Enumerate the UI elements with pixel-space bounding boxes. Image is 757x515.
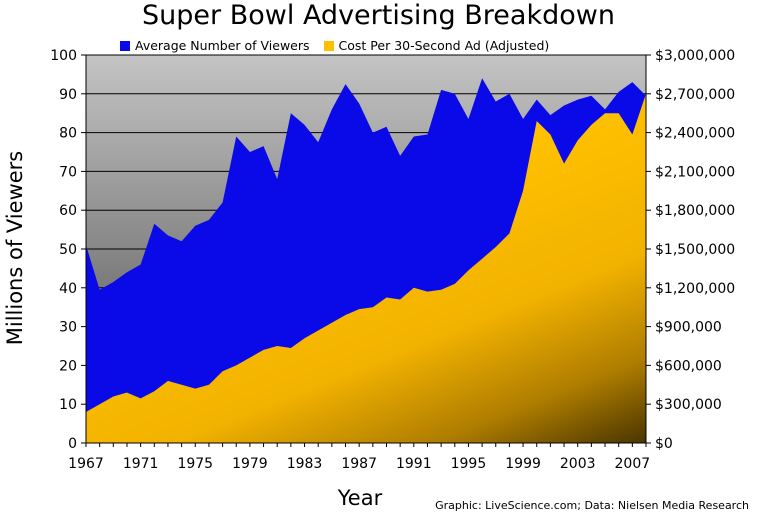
left-tick-label: 0	[68, 436, 77, 452]
right-tick-label: $3,000,000	[655, 48, 735, 64]
left-tick-label: 90	[59, 87, 77, 103]
x-tick-label: 1999	[505, 456, 541, 472]
y-axis-title: Millions of Viewers	[3, 150, 27, 346]
right-tick-label: $2,100,000	[655, 164, 735, 180]
x-tick-label: 1987	[341, 456, 377, 472]
x-tick-label: 1991	[396, 456, 432, 472]
right-tick-label: $1,500,000	[655, 242, 735, 258]
left-tick-label: 100	[50, 48, 77, 64]
x-tick-label: 1971	[123, 456, 159, 472]
left-tick-label: 60	[59, 203, 77, 219]
legend-item-cost: Cost Per 30-Second Ad (Adjusted)	[323, 38, 550, 53]
left-tick-label: 70	[59, 164, 77, 180]
right-tick-label: $900,000	[655, 320, 722, 336]
left-tick-label: 20	[59, 358, 77, 374]
x-tick-label: 1967	[68, 456, 104, 472]
legend-swatch-cost	[323, 40, 334, 51]
left-tick-label: 50	[59, 242, 77, 258]
right-axis-ticks: $0 $300,000 $600,000 $900,000 $1,200,000 $1,5…	[646, 48, 735, 452]
source-credit: Graphic: LiveScience.com; Data: Nielsen …	[435, 499, 749, 512]
y-axis-title-wrap: Millions of Viewers	[0, 0, 30, 515]
right-tick-label: $300,000	[655, 397, 722, 413]
left-axis-ticks: 0 10 20 30 40 50 60 70 80 90 100	[50, 48, 86, 452]
legend-label-viewers: Average Number of Viewers	[135, 38, 310, 53]
legend: Average Number of Viewers Cost Per 30-Se…	[120, 38, 640, 53]
x-axis-title: Year	[337, 486, 383, 510]
x-tick-label: 2007	[615, 456, 651, 472]
x-axis-ticks: 1967 1971 1975 1979 1983 1987 1991 1995 1999 2003…	[68, 443, 650, 472]
right-tick-label: $1,200,000	[655, 281, 735, 297]
x-tick-label: 1979	[232, 456, 268, 472]
x-tick-label: 2003	[560, 456, 596, 472]
left-tick-label: 10	[59, 397, 77, 413]
right-tick-label: $0	[655, 436, 673, 452]
legend-label-cost: Cost Per 30-Second Ad (Adjusted)	[338, 38, 550, 53]
left-tick-label: 80	[59, 126, 77, 142]
x-tick-label: 1975	[177, 456, 213, 472]
right-tick-label: $2,400,000	[655, 126, 735, 142]
right-tick-label: $1,800,000	[655, 203, 735, 219]
chart-title: Super Bowl Advertising Breakdown	[142, 0, 615, 31]
x-tick-label: 1995	[451, 456, 487, 472]
legend-swatch-viewers	[120, 40, 130, 51]
left-tick-label: 40	[59, 281, 77, 297]
right-tick-label: $2,700,000	[655, 87, 735, 103]
cost-area	[86, 93, 646, 444]
left-tick-label: 30	[59, 320, 77, 336]
legend-item-viewers: Average Number of Viewers	[120, 38, 310, 53]
x-tick-label: 1983	[287, 456, 323, 472]
right-tick-label: $600,000	[655, 358, 722, 374]
